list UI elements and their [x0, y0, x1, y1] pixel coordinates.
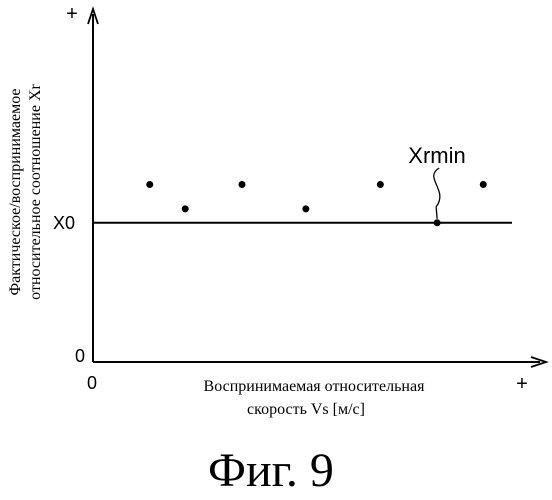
x0-tick-label: X0	[53, 213, 75, 233]
data-point	[146, 181, 153, 188]
xrmin-leader-line	[434, 168, 440, 219]
data-points	[146, 181, 486, 226]
y-axis-title-line-2: относительное соотношение Xr	[27, 84, 44, 300]
figure-caption: Фиг. 9	[208, 444, 334, 497]
y-axis-title-line-1: Фактическое/воспринимаемое	[7, 88, 24, 295]
data-point	[182, 205, 189, 212]
x-plus-label: +	[516, 373, 528, 395]
x-axis-title-line-2: скорость Vs [м/с]	[247, 401, 365, 418]
origin-x-label: 0	[87, 373, 97, 393]
y-axis-title: Фактическое/воспринимаемое относительное…	[7, 84, 44, 300]
data-point	[239, 181, 246, 188]
data-point	[302, 205, 309, 212]
data-point	[377, 181, 384, 188]
xrmin-point	[434, 219, 441, 226]
xrmin-annotation: Xrmin	[408, 143, 465, 168]
data-point	[480, 181, 487, 188]
axes	[88, 9, 546, 367]
y-plus-label: +	[66, 3, 78, 25]
origin-y-label: 0	[75, 346, 85, 366]
x-axis-title-line-1: Воспринимаемая относительная	[204, 378, 426, 395]
